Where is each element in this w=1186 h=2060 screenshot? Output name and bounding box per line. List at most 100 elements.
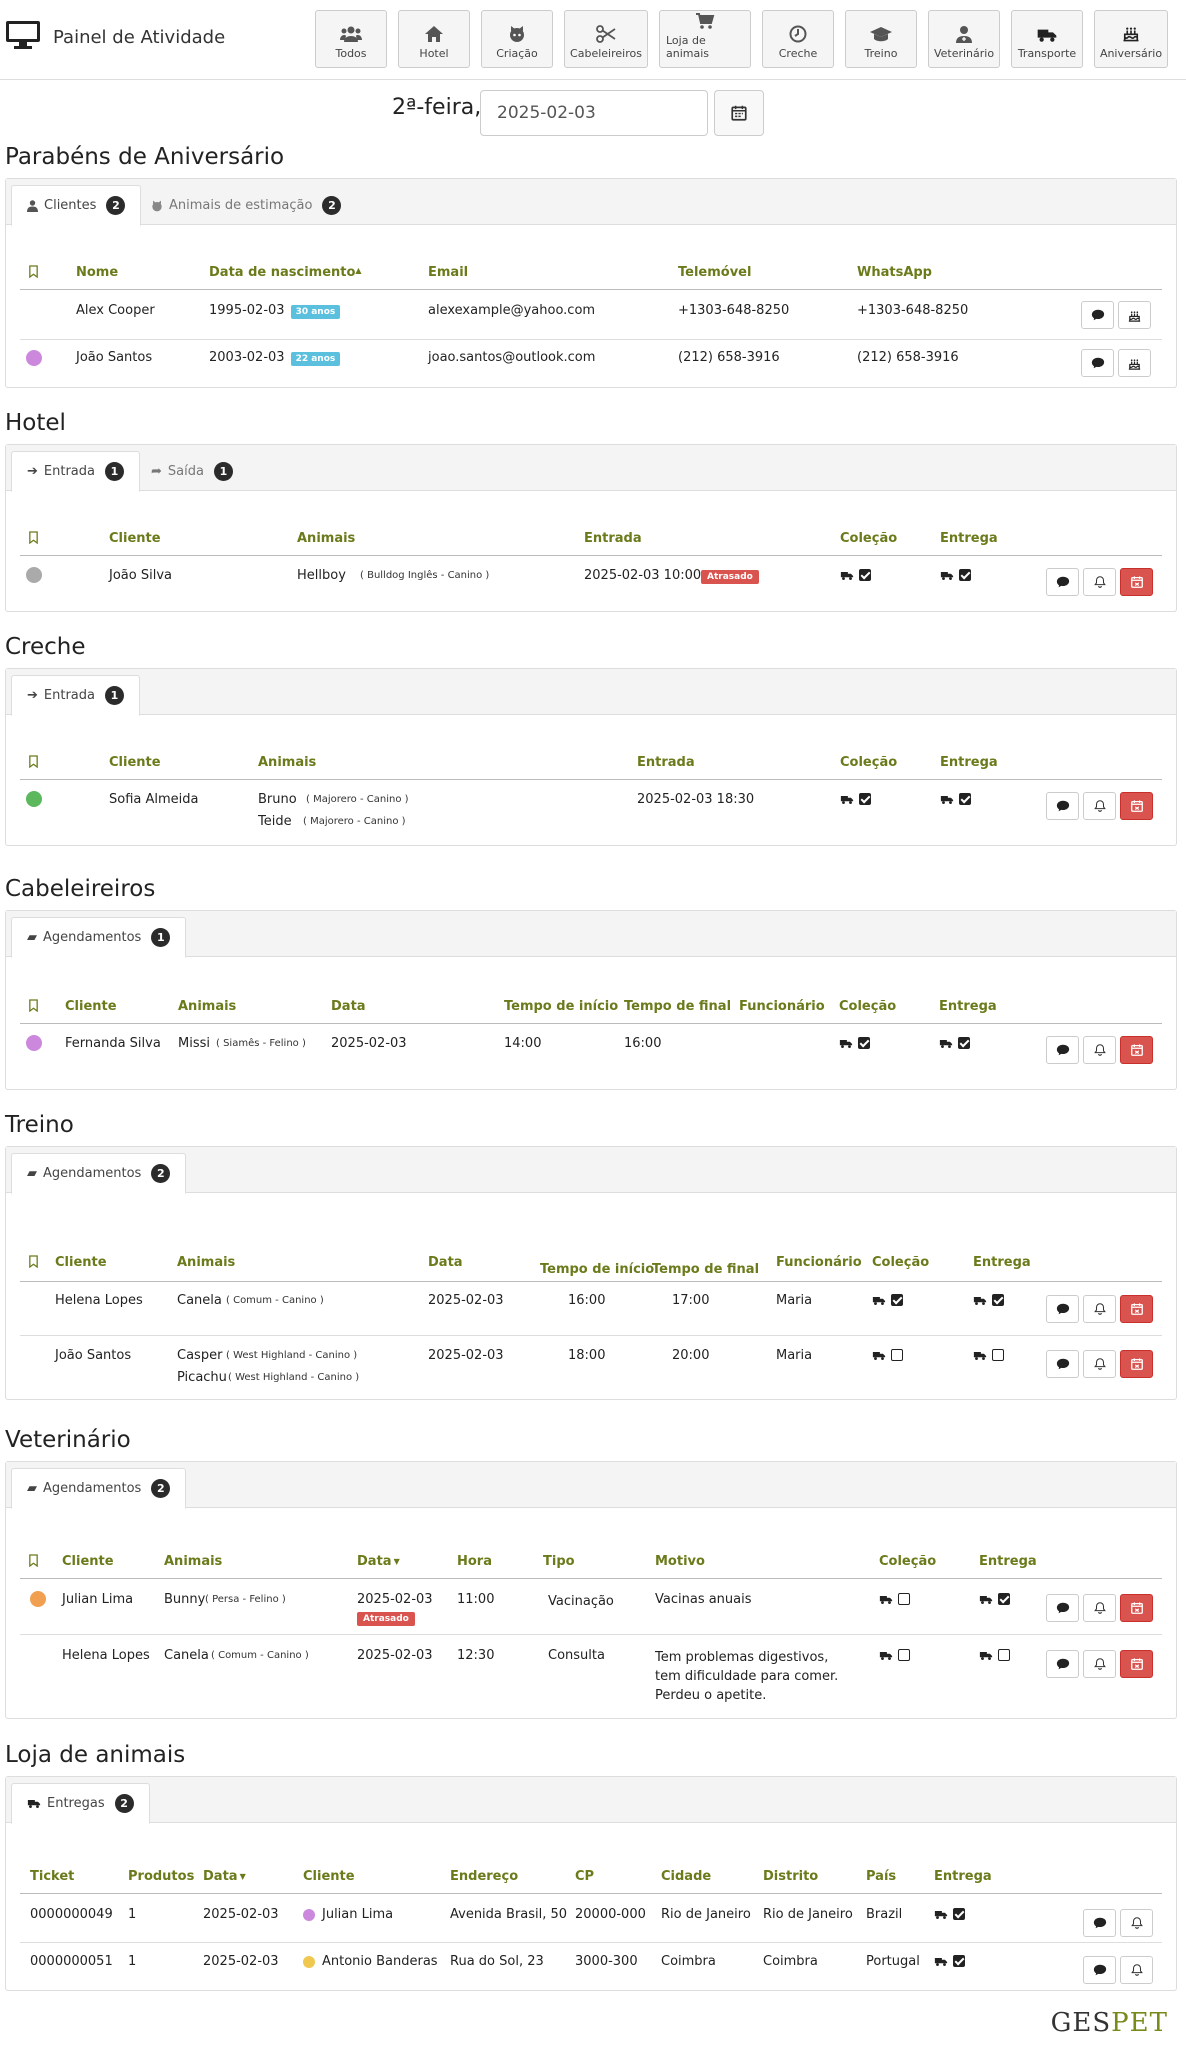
email[interactable]: joao.santos@outlook.com [428,350,596,365]
column-header[interactable]: Entrada [584,531,642,546]
cancel-booking-button[interactable] [1120,1036,1153,1064]
nav-button-loja[interactable]: Loja de animais [659,10,751,68]
nav-button-criacao[interactable]: Criação [481,10,553,68]
column-header[interactable]: Coleção [840,531,898,546]
column-header[interactable]: Animais [297,531,356,546]
checkbox-checked-icon[interactable] [891,1294,903,1306]
notify-button[interactable] [1083,1036,1116,1064]
nav-button-creche[interactable]: Creche [762,10,834,68]
tab-entregas[interactable]: Entregas 2 [11,1783,150,1824]
birthday-greet-button[interactable] [1118,349,1151,377]
column-header[interactable]: Coleção [840,755,898,770]
notify-button[interactable] [1083,1594,1116,1622]
nav-button-cabeleireiros[interactable]: Cabeleireiros [564,10,648,68]
client-name[interactable]: Antonio Banderas [322,1954,438,1969]
column-header-sorted[interactable]: Data ▼ [203,1869,246,1884]
cancel-booking-button[interactable] [1120,568,1153,596]
client-name[interactable]: Sofia Almeida [109,792,199,807]
checkbox-checked-icon[interactable] [953,1955,965,1967]
message-button[interactable] [1046,1350,1079,1378]
animal-name[interactable]: Hellboy [297,568,346,583]
column-header[interactable]: Animais [178,999,237,1014]
message-button[interactable] [1046,1594,1079,1622]
notify-button[interactable] [1083,1295,1116,1323]
message-button[interactable] [1046,568,1079,596]
animal-name[interactable]: Picachu [177,1370,227,1385]
column-header[interactable]: Tipo [543,1554,575,1569]
tab-agendamentos[interactable]: ▰ Agendamentos 1 [11,917,187,958]
column-header[interactable]: Endereço [450,1869,519,1884]
column-header[interactable]: CP [575,1869,595,1884]
notify-button[interactable] [1083,792,1116,820]
nav-button-treino[interactable]: Treino [845,10,917,68]
tab-agendamentos[interactable]: ▰ Agendamentos 2 [11,1153,187,1194]
column-header[interactable]: Coleção [879,1554,937,1569]
message-button[interactable] [1081,301,1114,329]
checkbox-empty-icon[interactable] [992,1349,1004,1361]
cancel-booking-button[interactable] [1120,1350,1153,1378]
column-header[interactable]: Cliente [109,531,161,546]
tab-animais[interactable]: Animais de estimação 2 [136,185,356,226]
column-header[interactable]: Cliente [55,1255,107,1270]
column-header-sorted[interactable]: Data ▼ [357,1554,400,1569]
tab-agendamentos[interactable]: ▰ Agendamentos 2 [11,1468,187,1509]
animal-name[interactable]: Bruno [258,792,297,807]
calendar-button[interactable] [714,90,764,136]
column-header[interactable]: Telemóvel [678,265,752,280]
column-header[interactable]: WhatsApp [857,265,932,280]
client-name[interactable]: Helena Lopes [55,1293,143,1308]
column-header[interactable]: Email [428,265,469,280]
message-button[interactable] [1046,1650,1079,1678]
nav-button-todos[interactable]: Todos [315,10,387,68]
nav-button-transporte[interactable]: Transporte [1011,10,1083,68]
column-header[interactable]: Distrito [763,1869,819,1884]
client-name[interactable]: João Santos [55,1348,132,1363]
column-header[interactable]: Entrega [973,1255,1031,1270]
column-header[interactable]: Tempo de início [504,999,619,1014]
animal-name[interactable]: Missi [178,1036,210,1051]
column-header[interactable]: Ticket [30,1869,75,1884]
client-name[interactable]: Fernanda Silva [65,1036,161,1051]
animal-name[interactable]: Casper [177,1348,223,1363]
tab-clientes[interactable]: Clientes 2 [11,185,142,226]
column-header[interactable]: Entrada [637,755,695,770]
animal-name[interactable]: Bunny [164,1592,206,1607]
checkbox-checked-icon[interactable] [858,1037,870,1049]
checkbox-checked-icon[interactable] [859,569,871,581]
tab-saida[interactable]: ➦ Saída 1 [136,451,248,492]
column-header[interactable]: Cidade [661,1869,712,1884]
column-header[interactable]: Cliente [303,1869,355,1884]
column-header[interactable]: Produtos [128,1869,195,1884]
column-header[interactable]: Data [428,1255,463,1270]
column-header[interactable]: Nome [76,265,119,280]
client-name[interactable]: Julian Lima [62,1592,134,1607]
column-header[interactable]: Cliente [62,1554,114,1569]
column-header[interactable]: Entrega [940,755,998,770]
column-header[interactable]: Tempo de início [540,1262,655,1277]
checkbox-checked-icon[interactable] [859,793,871,805]
cancel-booking-button[interactable] [1120,792,1153,820]
column-header[interactable]: Animais [258,755,317,770]
nav-button-veterinario[interactable]: Veterinário [928,10,1000,68]
checkbox-empty-icon[interactable] [998,1649,1010,1661]
column-header[interactable]: Tempo de final [624,999,732,1014]
ticket-number[interactable]: 0000000049 [30,1907,113,1922]
cancel-booking-button[interactable] [1120,1295,1153,1323]
column-header[interactable]: Coleção [872,1255,930,1270]
column-header[interactable]: Entrega [934,1869,992,1884]
column-header[interactable]: Data [331,999,366,1014]
cancel-booking-button[interactable] [1120,1594,1153,1622]
date-input[interactable]: 2025-02-03 [480,90,708,136]
checkbox-checked-icon[interactable] [998,1593,1010,1605]
checkbox-checked-icon[interactable] [953,1908,965,1920]
ticket-number[interactable]: 0000000051 [30,1954,113,1969]
tab-entrada[interactable]: ➔ Entrada 1 [11,675,140,716]
message-button[interactable] [1046,1295,1079,1323]
checkbox-checked-icon[interactable] [959,793,971,805]
nav-button-hotel[interactable]: Hotel [398,10,470,68]
column-header[interactable]: Funcionário [739,999,825,1014]
client-name[interactable]: João Santos [76,350,153,365]
message-button[interactable] [1046,1036,1079,1064]
column-header[interactable]: Entrega [979,1554,1037,1569]
client-name[interactable]: Helena Lopes [62,1648,150,1663]
